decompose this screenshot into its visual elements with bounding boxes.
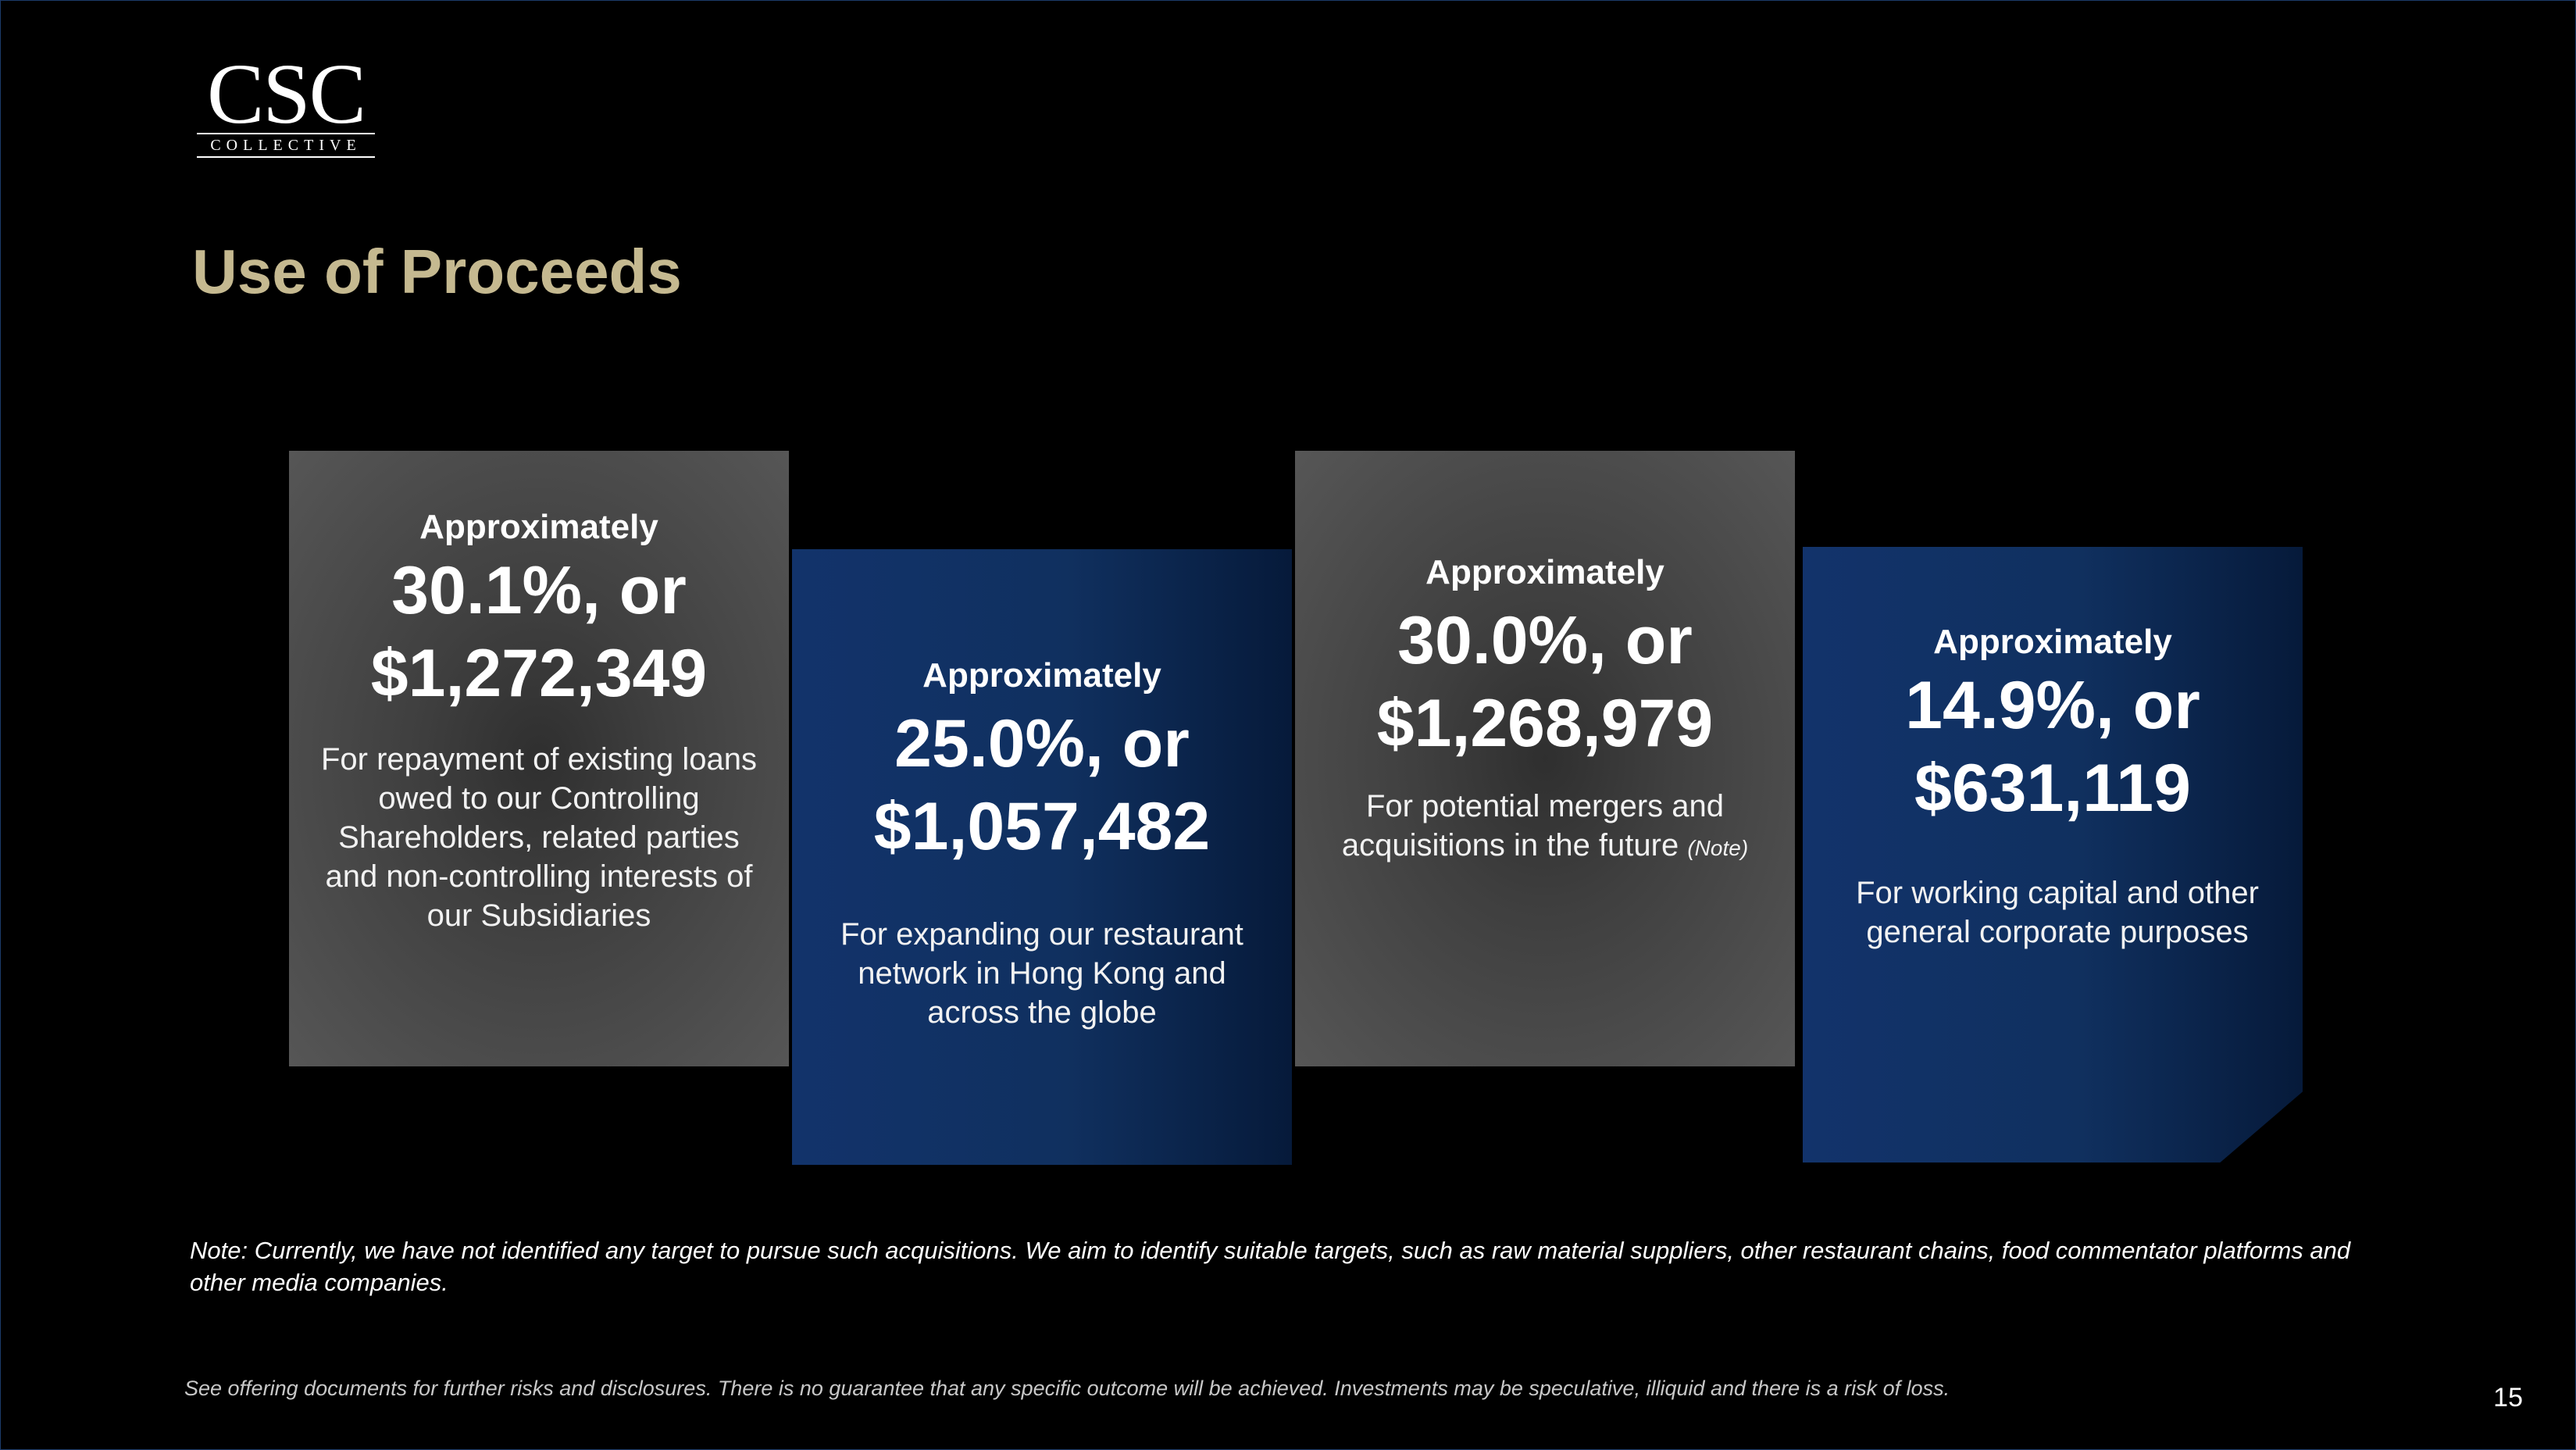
card-description-text: For potential mergers and acquisitions i… — [1341, 789, 1724, 862]
page-title: Use of Proceeds — [192, 237, 682, 306]
proceeds-card-working-capital: Approximately 14.9%, or $631,119 For wor… — [1803, 547, 2303, 1162]
card-percent: 30.1%, or — [391, 553, 687, 628]
page-number: 15 — [2493, 1383, 2523, 1412]
card-amount: $1,057,482 — [873, 789, 1211, 864]
card-note-marker: (Note) — [1687, 836, 1749, 860]
proceeds-card-expansion: Approximately 25.0%, or $1,057,482 For e… — [792, 549, 1292, 1165]
card-percent: 30.0%, or — [1397, 603, 1693, 678]
proceeds-card-repayment: Approximately 30.1%, or $1,272,349 For r… — [289, 451, 789, 1066]
card-percent: 25.0%, or — [894, 706, 1190, 781]
acquisition-note: Note: Currently, we have not identified … — [190, 1237, 2351, 1296]
card-description-text: For expanding our restaurant network in … — [840, 917, 1243, 1030]
card-description-text: For working capital and other general co… — [1856, 876, 2259, 949]
card-description: For potential mergers and acquisitions i… — [1326, 787, 1764, 868]
card-description-text: For repayment of existing loans owed to … — [320, 742, 758, 933]
card-description: For working capital and other general co… — [1821, 873, 2284, 952]
logo-mark: CSC — [207, 46, 366, 141]
logo-rule-bottom — [197, 156, 375, 158]
risk-disclaimer: See offering documents for further risks… — [184, 1377, 1950, 1400]
card-description: For repayment of existing loans owed to … — [309, 740, 769, 935]
card-label: Approximately — [1933, 623, 2172, 661]
logo-subtitle: COLLECTIVE — [210, 137, 362, 154]
proceeds-card-acquisitions: Approximately 30.0%, or $1,268,979 For p… — [1295, 451, 1795, 1066]
card-amount: $1,272,349 — [370, 636, 708, 711]
card-label: Approximately — [922, 656, 1161, 695]
card-label: Approximately — [419, 508, 658, 546]
card-amount: $1,268,979 — [1376, 686, 1714, 761]
logo-rule-top — [197, 133, 375, 134]
card-amount: $631,119 — [1914, 751, 2191, 826]
card-label: Approximately — [1425, 553, 1664, 591]
csc-collective-logo: CSC COLLECTIVE — [192, 46, 380, 161]
card-percent: 14.9%, or — [1905, 668, 2200, 743]
card-description: For expanding our restaurant network in … — [823, 915, 1261, 1032]
